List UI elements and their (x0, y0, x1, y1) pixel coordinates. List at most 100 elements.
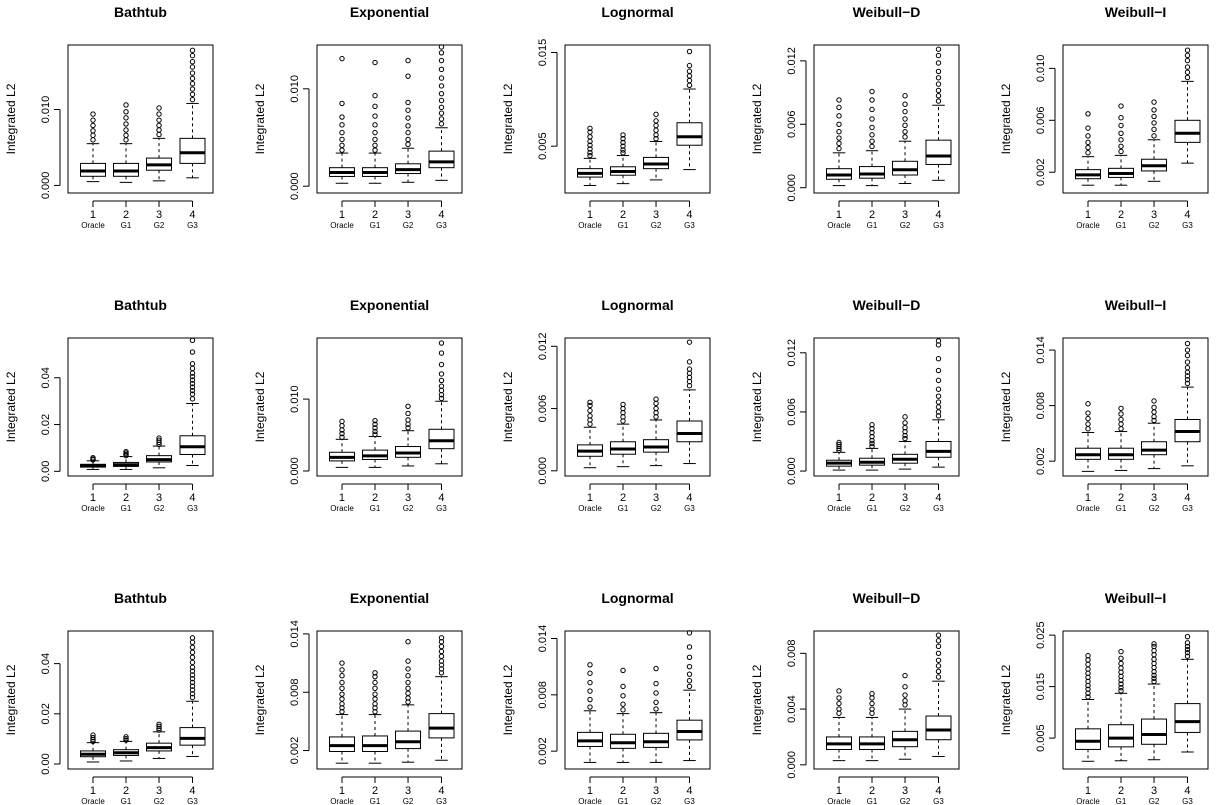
plot-frame (564, 337, 711, 477)
x-tick-label: 1 (836, 492, 842, 504)
y-tick-label: 0.008 (289, 678, 301, 706)
outlier-point (90, 117, 96, 123)
outlier-point (1184, 359, 1191, 365)
outlier-point (339, 691, 345, 697)
group-label: Oracle (81, 797, 105, 805)
outlier-point (1118, 681, 1124, 687)
x-tick-label: 2 (123, 785, 129, 797)
outlier-point (156, 131, 162, 138)
box-oracle (328, 660, 355, 764)
outlier-point (90, 455, 96, 461)
y-tick-label: 0.006 (537, 395, 549, 423)
outlier-point (902, 128, 908, 135)
x-tick-label: 2 (123, 209, 129, 221)
y-tick-label: 0.014 (289, 620, 301, 648)
outlier-point (123, 109, 129, 115)
outlier-point (587, 125, 593, 132)
outlier-point (189, 384, 196, 390)
iqr-box (179, 727, 206, 746)
outlier-point (438, 638, 445, 645)
group-label: Oracle (1076, 504, 1100, 513)
x-tick-label: 2 (1118, 209, 1124, 221)
y-tick-label: 0.000 (786, 174, 798, 202)
plot-frame (1062, 44, 1209, 194)
y-tick-label: 0.002 (537, 737, 549, 765)
outlier-point (372, 428, 378, 435)
box-g2 (892, 414, 919, 470)
outlier-point (339, 685, 345, 692)
x-tick-label: 3 (653, 785, 659, 797)
y-tick-label: 0.014 (1035, 336, 1047, 364)
outlier-point (686, 62, 693, 69)
group-label: Oracle (827, 504, 851, 513)
x-tick-label: 1 (339, 492, 345, 504)
outlier-point (902, 420, 908, 426)
outlier-point (1085, 653, 1091, 659)
box-g2 (892, 93, 919, 184)
y-tick-label: 0.025 (1035, 621, 1047, 649)
outlier-point (156, 122, 162, 129)
outlier-point (123, 734, 129, 740)
outlier-point (587, 150, 593, 156)
box-g3 (1174, 340, 1201, 467)
x-tick-label: 3 (1151, 785, 1157, 797)
x-tick-label: 1 (90, 492, 96, 504)
outlier-point (686, 82, 693, 88)
y-tick-label: 0.012 (786, 47, 798, 75)
box-g3 (925, 632, 952, 757)
outlier-point (189, 377, 196, 383)
outlier-point (372, 673, 378, 680)
y-axis-label: Integrated L2 (501, 664, 515, 735)
outlier-point (156, 117, 162, 123)
outlier-point (438, 44, 445, 50)
outlier-point (438, 383, 445, 389)
outlier-point (869, 116, 875, 122)
plot-frame (316, 44, 463, 194)
y-axis-label: Integrated L2 (4, 371, 18, 442)
group-label: G3 (933, 221, 944, 230)
outlier-point (869, 706, 875, 712)
outlier-point (438, 350, 445, 356)
panel-title: Exponential (350, 297, 429, 313)
iqr-box (925, 441, 952, 458)
outlier-point (1151, 678, 1157, 685)
y-tick-label: 0.006 (786, 398, 798, 426)
outlier-point (189, 337, 196, 344)
outlier-point (189, 649, 196, 656)
outlier-point (869, 138, 875, 144)
outlier-point (587, 407, 593, 414)
outlier-point (189, 635, 196, 641)
outlier-point (90, 732, 96, 738)
group-label: G1 (867, 221, 878, 230)
outlier-point (1151, 641, 1157, 647)
outlier-point (686, 359, 693, 365)
group-label: Oracle (827, 797, 851, 805)
outlier-point (587, 688, 593, 694)
outlier-point (1118, 426, 1124, 432)
outlier-point (587, 413, 593, 419)
iqr-box (428, 428, 455, 450)
outlier-point (869, 106, 875, 113)
outlier-point (935, 93, 942, 99)
outlier-point (1184, 57, 1191, 64)
outlier-point (869, 88, 875, 95)
outlier-point (869, 691, 875, 697)
outlier-point (1118, 421, 1124, 427)
box-g3 (428, 340, 455, 465)
plot-frame (67, 44, 214, 194)
iqr-box (395, 730, 422, 750)
x-tick-label: 4 (189, 785, 195, 797)
outlier-point (1085, 686, 1091, 692)
panel-weibull-i-3: Weibull−I 0.005 0.015 0.025 Integrated L2 1Or… (999, 590, 1209, 805)
outlier-point (438, 121, 445, 127)
outlier-point (189, 349, 196, 355)
outlier-point (189, 86, 196, 92)
outlier-point (189, 639, 196, 645)
box-g3 (179, 337, 206, 466)
outlier-point (339, 705, 345, 711)
outlier-point (156, 105, 162, 111)
outlier-point (935, 409, 942, 415)
box-g3 (428, 44, 455, 181)
y-tick-label: 0.000 (786, 751, 798, 779)
y-tick-label: 0.002 (289, 737, 301, 765)
